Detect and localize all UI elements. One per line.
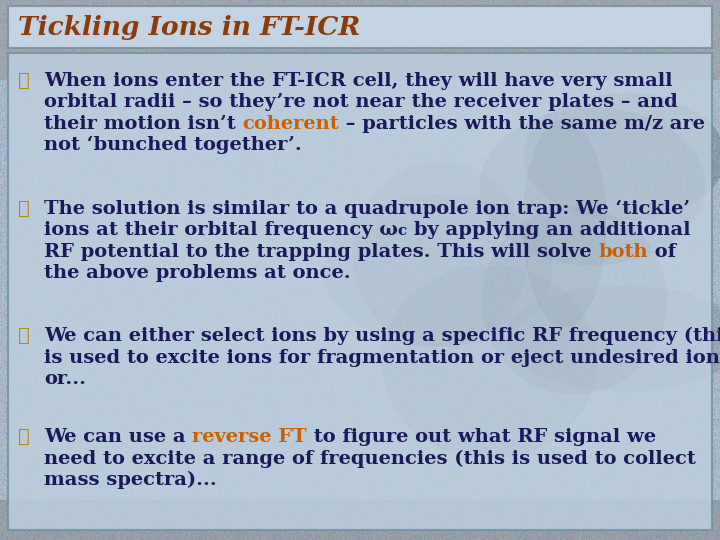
Text: Tickling Ions in FT-ICR: Tickling Ions in FT-ICR: [18, 15, 360, 39]
Text: to figure out what RF signal we: to figure out what RF signal we: [307, 428, 656, 446]
Text: or...: or...: [44, 369, 86, 388]
Text: We can either select ions by using a specific RF frequency (this: We can either select ions by using a spe…: [44, 327, 720, 345]
Text: ions at their orbital frequency ω: ions at their orbital frequency ω: [44, 221, 398, 239]
Text: by applying an additional: by applying an additional: [407, 221, 690, 239]
Text: ✱: ✱: [18, 72, 30, 90]
Text: their motion isn’t: their motion isn’t: [44, 114, 243, 132]
Text: coherent: coherent: [243, 114, 339, 132]
Text: not ‘bunched together’.: not ‘bunched together’.: [44, 136, 302, 154]
Text: the above problems at once.: the above problems at once.: [44, 264, 351, 282]
Text: reverse FT: reverse FT: [192, 428, 307, 446]
Text: ✱: ✱: [18, 428, 30, 446]
FancyBboxPatch shape: [8, 6, 712, 48]
Text: both: both: [598, 242, 648, 261]
Text: The solution is similar to a quadrupole ion trap: We ‘tickle’: The solution is similar to a quadrupole …: [44, 200, 690, 218]
Text: mass spectra)...: mass spectra)...: [44, 470, 217, 489]
Text: need to excite a range of frequencies (this is used to collect: need to excite a range of frequencies (t…: [44, 449, 696, 468]
FancyBboxPatch shape: [8, 53, 712, 530]
Text: RF potential to the trapping plates. This will solve: RF potential to the trapping plates. Thi…: [44, 242, 598, 261]
Text: We can use a: We can use a: [44, 428, 192, 446]
Text: of: of: [648, 242, 676, 261]
Text: ✱: ✱: [18, 327, 30, 345]
Text: c: c: [398, 224, 407, 238]
Text: orbital radii – so they’re not near the receiver plates – and: orbital radii – so they’re not near the …: [44, 93, 678, 111]
Text: ✱: ✱: [18, 200, 30, 218]
Text: – particles with the same m/z are: – particles with the same m/z are: [339, 114, 706, 132]
Text: is used to excite ions for fragmentation or eject undesired ions): is used to excite ions for fragmentation…: [44, 348, 720, 367]
Text: When ions enter the FT-ICR cell, they will have very small: When ions enter the FT-ICR cell, they wi…: [44, 72, 672, 90]
